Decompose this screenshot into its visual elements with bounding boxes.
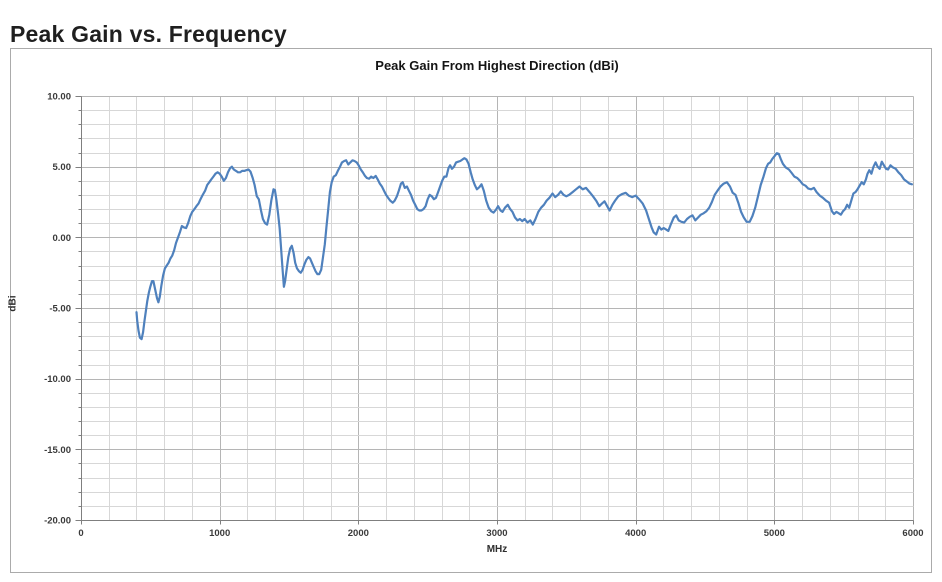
chart-panel: Peak Gain From Highest Direction (dBi) 1…	[7, 48, 932, 573]
y-tick-label: -5.00	[49, 304, 71, 315]
y-tick-label: 0.00	[53, 233, 72, 244]
x-tick-label: 3000	[486, 528, 507, 539]
gain-curve	[135, 152, 914, 341]
x-axis-title: MHz	[486, 544, 508, 555]
y-tick-label: -10.00	[44, 374, 71, 385]
y-tick-label: 5.00	[53, 162, 72, 173]
x-tick-label: 1000	[209, 528, 230, 539]
x-tick-label: 6000	[902, 528, 923, 539]
y-tick-label: 10.00	[47, 92, 71, 103]
chart-title: Peak Gain From Highest Direction (dBi)	[375, 58, 619, 73]
x-tick-label: 4000	[625, 528, 646, 539]
x-tick-label: 0	[78, 528, 83, 539]
y-axis-title: dBi	[7, 295, 19, 312]
y-tick-label: -15.00	[44, 445, 71, 456]
x-tick-label: 5000	[764, 528, 785, 539]
x-tick-label: 2000	[348, 528, 369, 539]
page-title: Peak Gain vs. Frequency	[10, 21, 287, 48]
plot-svg: 10.00 5.00 0.00 -5.00 -10.00 -15.00 -20.00 0 100…	[44, 92, 924, 540]
y-tick-label: -20.00	[44, 516, 71, 527]
